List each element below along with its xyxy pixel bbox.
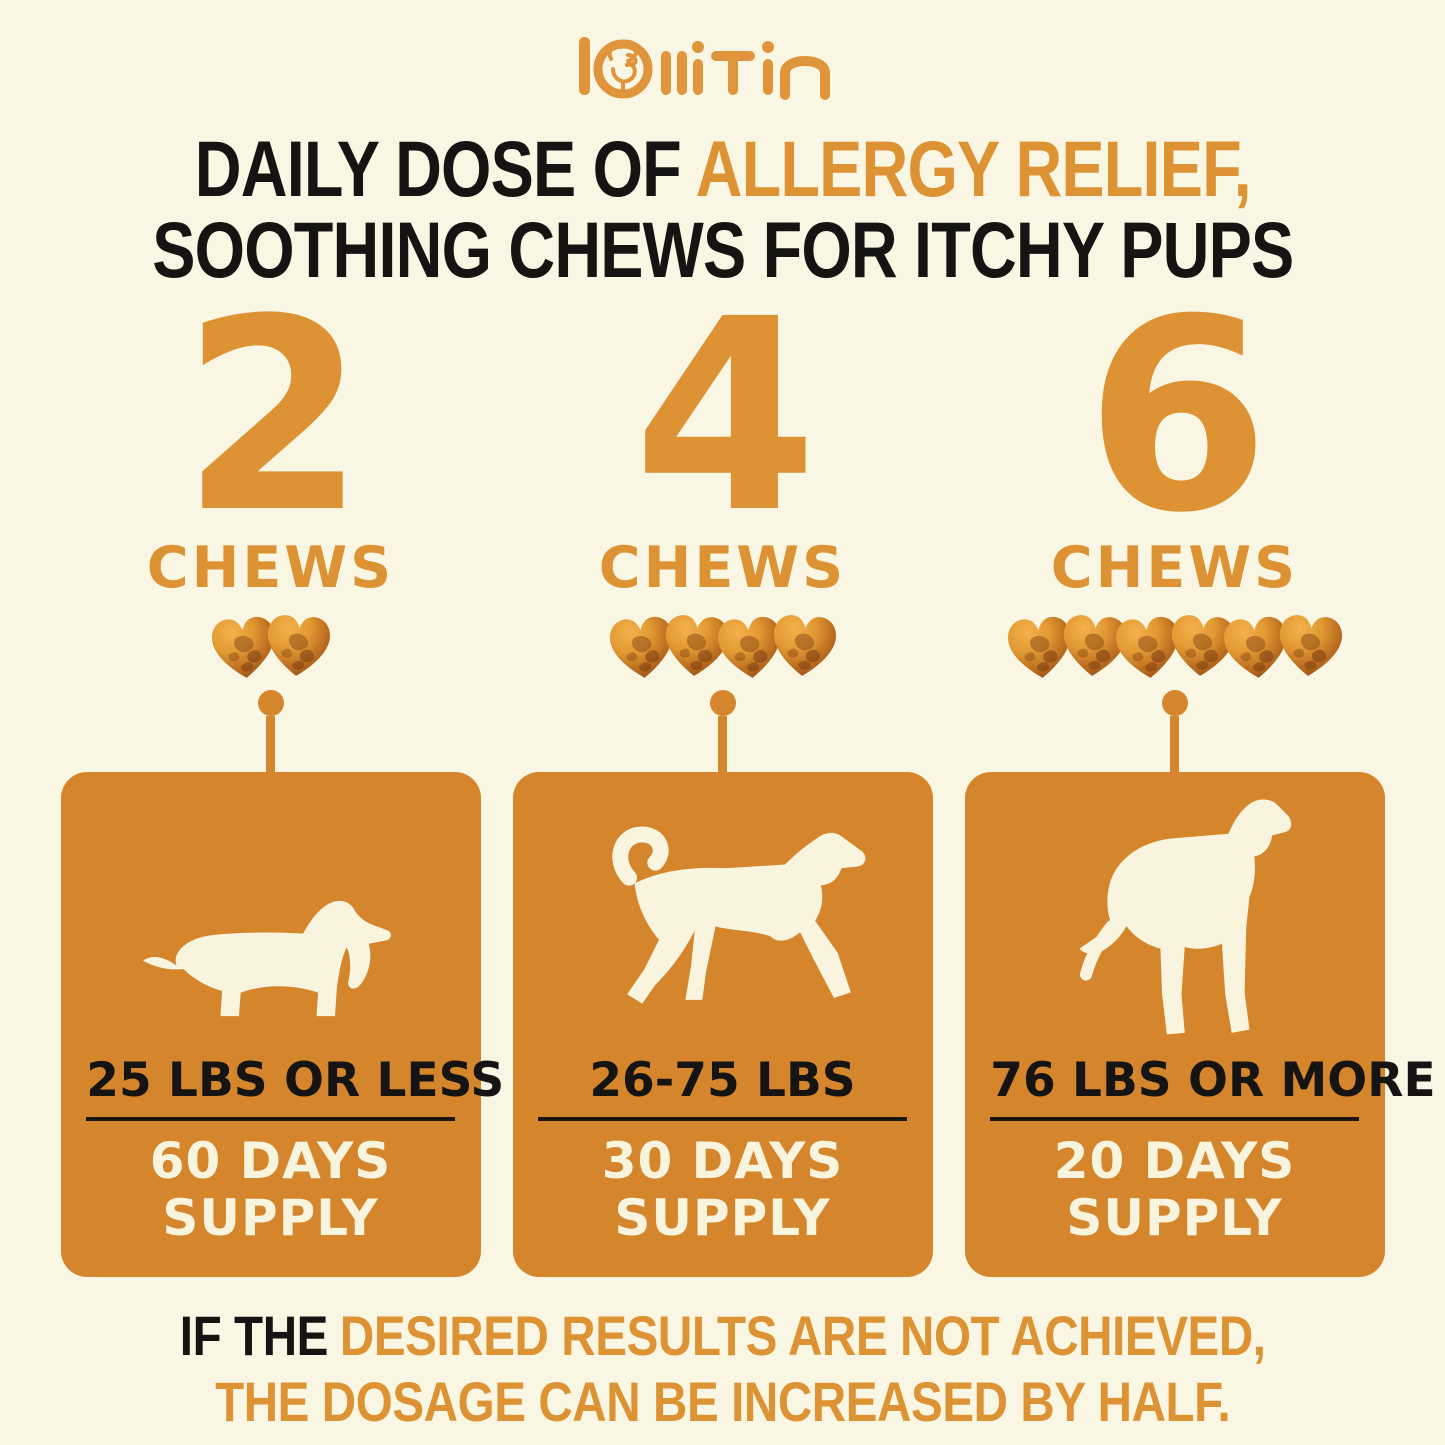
chews-label: CHEWS — [146, 535, 395, 601]
note-line-1: IF THE DESIRED RESULTS ARE NOT ACHIEVED, — [180, 1303, 1266, 1369]
dosage-column-small-dog: 2 CHEWS 25 LBS OR LESS 60 DAYS — [60, 263, 505, 1277]
chew-treats-row — [206, 608, 336, 688]
heart-chew-icon — [1171, 615, 1234, 676]
dosage-column-medium-dog: 4 CHEWS — [512, 263, 933, 1277]
note-line1-accent: DESIRED RESULTS ARE NOT ACHIEVED, — [339, 1304, 1266, 1367]
connector-line — [257, 690, 284, 772]
title-line1-accent: ALLERGY RELIEF, — [695, 124, 1251, 213]
heart-chew-icon — [211, 616, 274, 678]
brand-logo: lollitin — [573, 24, 873, 110]
chew-treats-row — [604, 608, 842, 688]
supply-label: 30 DAYS SUPPLY — [602, 1133, 844, 1247]
heart-chew-icon — [1115, 616, 1178, 678]
chews-label: CHEWS — [598, 535, 847, 601]
chew-treats-row — [1002, 608, 1348, 688]
connector-dot — [709, 690, 736, 716]
supply-days: 60 DAYS — [149, 1132, 392, 1190]
chews-label: CHEWS — [1050, 535, 1299, 601]
great-dane-silhouette-icon — [1078, 799, 1291, 1035]
heart-chew-icon — [1223, 616, 1286, 678]
dosage-column-large-dog: 6 CHEWS — [964, 263, 1436, 1277]
supply-days: 20 DAYS — [1053, 1132, 1296, 1190]
lollitin-dog-logo-icon — [578, 37, 830, 100]
dosage-columns: 2 CHEWS 25 LBS OR LESS 60 DAYS — [60, 263, 1436, 1277]
heart-chew-icon — [1007, 616, 1070, 678]
connector-stem — [1170, 716, 1179, 772]
weight-range-label: 26-75 LBS — [589, 1053, 856, 1108]
heart-chew-icon — [1063, 615, 1126, 676]
weight-range-wrap: 76 LBS OR MORE — [990, 1053, 1436, 1121]
supply-word: SUPPLY — [614, 1189, 831, 1247]
connector-dot — [257, 690, 284, 716]
weight-range-label: 76 LBS OR MORE — [990, 1053, 1436, 1108]
note-line1-black: IF THE — [179, 1304, 329, 1367]
chew-count-number: 6 — [1085, 263, 1269, 571]
heart-chew-icon — [609, 616, 672, 678]
note-line-2: THE DOSAGE CAN BE INCREASED BY HALF. — [214, 1370, 1231, 1433]
page-title: DAILY DOSE OF ALLERGY RELIEF, SOOTHING CH… — [27, 128, 1419, 290]
title-line-1: DAILY DOSE OF ALLERGY RELIEF, — [152, 128, 1293, 209]
supply-label: 60 DAYS SUPPLY — [150, 1133, 392, 1247]
title-line1-black: DAILY DOSE OF — [194, 124, 681, 213]
heart-chew-icon — [267, 615, 330, 676]
weight-range-wrap: 26-75 LBS — [538, 1053, 907, 1121]
chew-count-number: 2 — [181, 263, 365, 571]
supply-days: 30 DAYS — [601, 1132, 844, 1190]
weight-range-wrap: 25 LBS OR LESS — [86, 1053, 505, 1121]
dosage-card-small-dog: 25 LBS OR LESS 60 DAYS SUPPLY — [60, 772, 505, 1277]
supply-word: SUPPLY — [162, 1189, 379, 1247]
connector-dot — [1161, 690, 1188, 716]
dachshund-silhouette-icon — [142, 900, 391, 1017]
medium-dog-silhouette-icon — [611, 826, 865, 1004]
dosage-card-large-dog: 76 LBS OR MORE 20 DAYS SUPPLY — [964, 772, 1436, 1277]
dosage-note: IF THE DESIRED RESULTS ARE NOT ACHIEVED, … — [84, 1303, 1361, 1435]
heart-chew-icon — [773, 615, 836, 676]
heart-chew-icon — [1279, 615, 1342, 676]
heart-chew-icon — [665, 615, 728, 676]
connector-stem — [718, 716, 727, 772]
heart-chew-icon — [717, 616, 780, 678]
connector-line — [1161, 690, 1188, 772]
chew-count-number: 4 — [633, 263, 817, 571]
supply-label: 20 DAYS SUPPLY — [1054, 1133, 1296, 1247]
connector-line — [709, 690, 736, 772]
connector-stem — [266, 716, 275, 772]
weight-range-label: 25 LBS OR LESS — [86, 1053, 505, 1108]
title-line-2: SOOTHING CHEWS FOR ITCHY PUPS — [151, 205, 1294, 294]
dosage-card-medium-dog: 26-75 LBS 30 DAYS SUPPLY — [512, 772, 933, 1277]
supply-word: SUPPLY — [1066, 1189, 1283, 1247]
